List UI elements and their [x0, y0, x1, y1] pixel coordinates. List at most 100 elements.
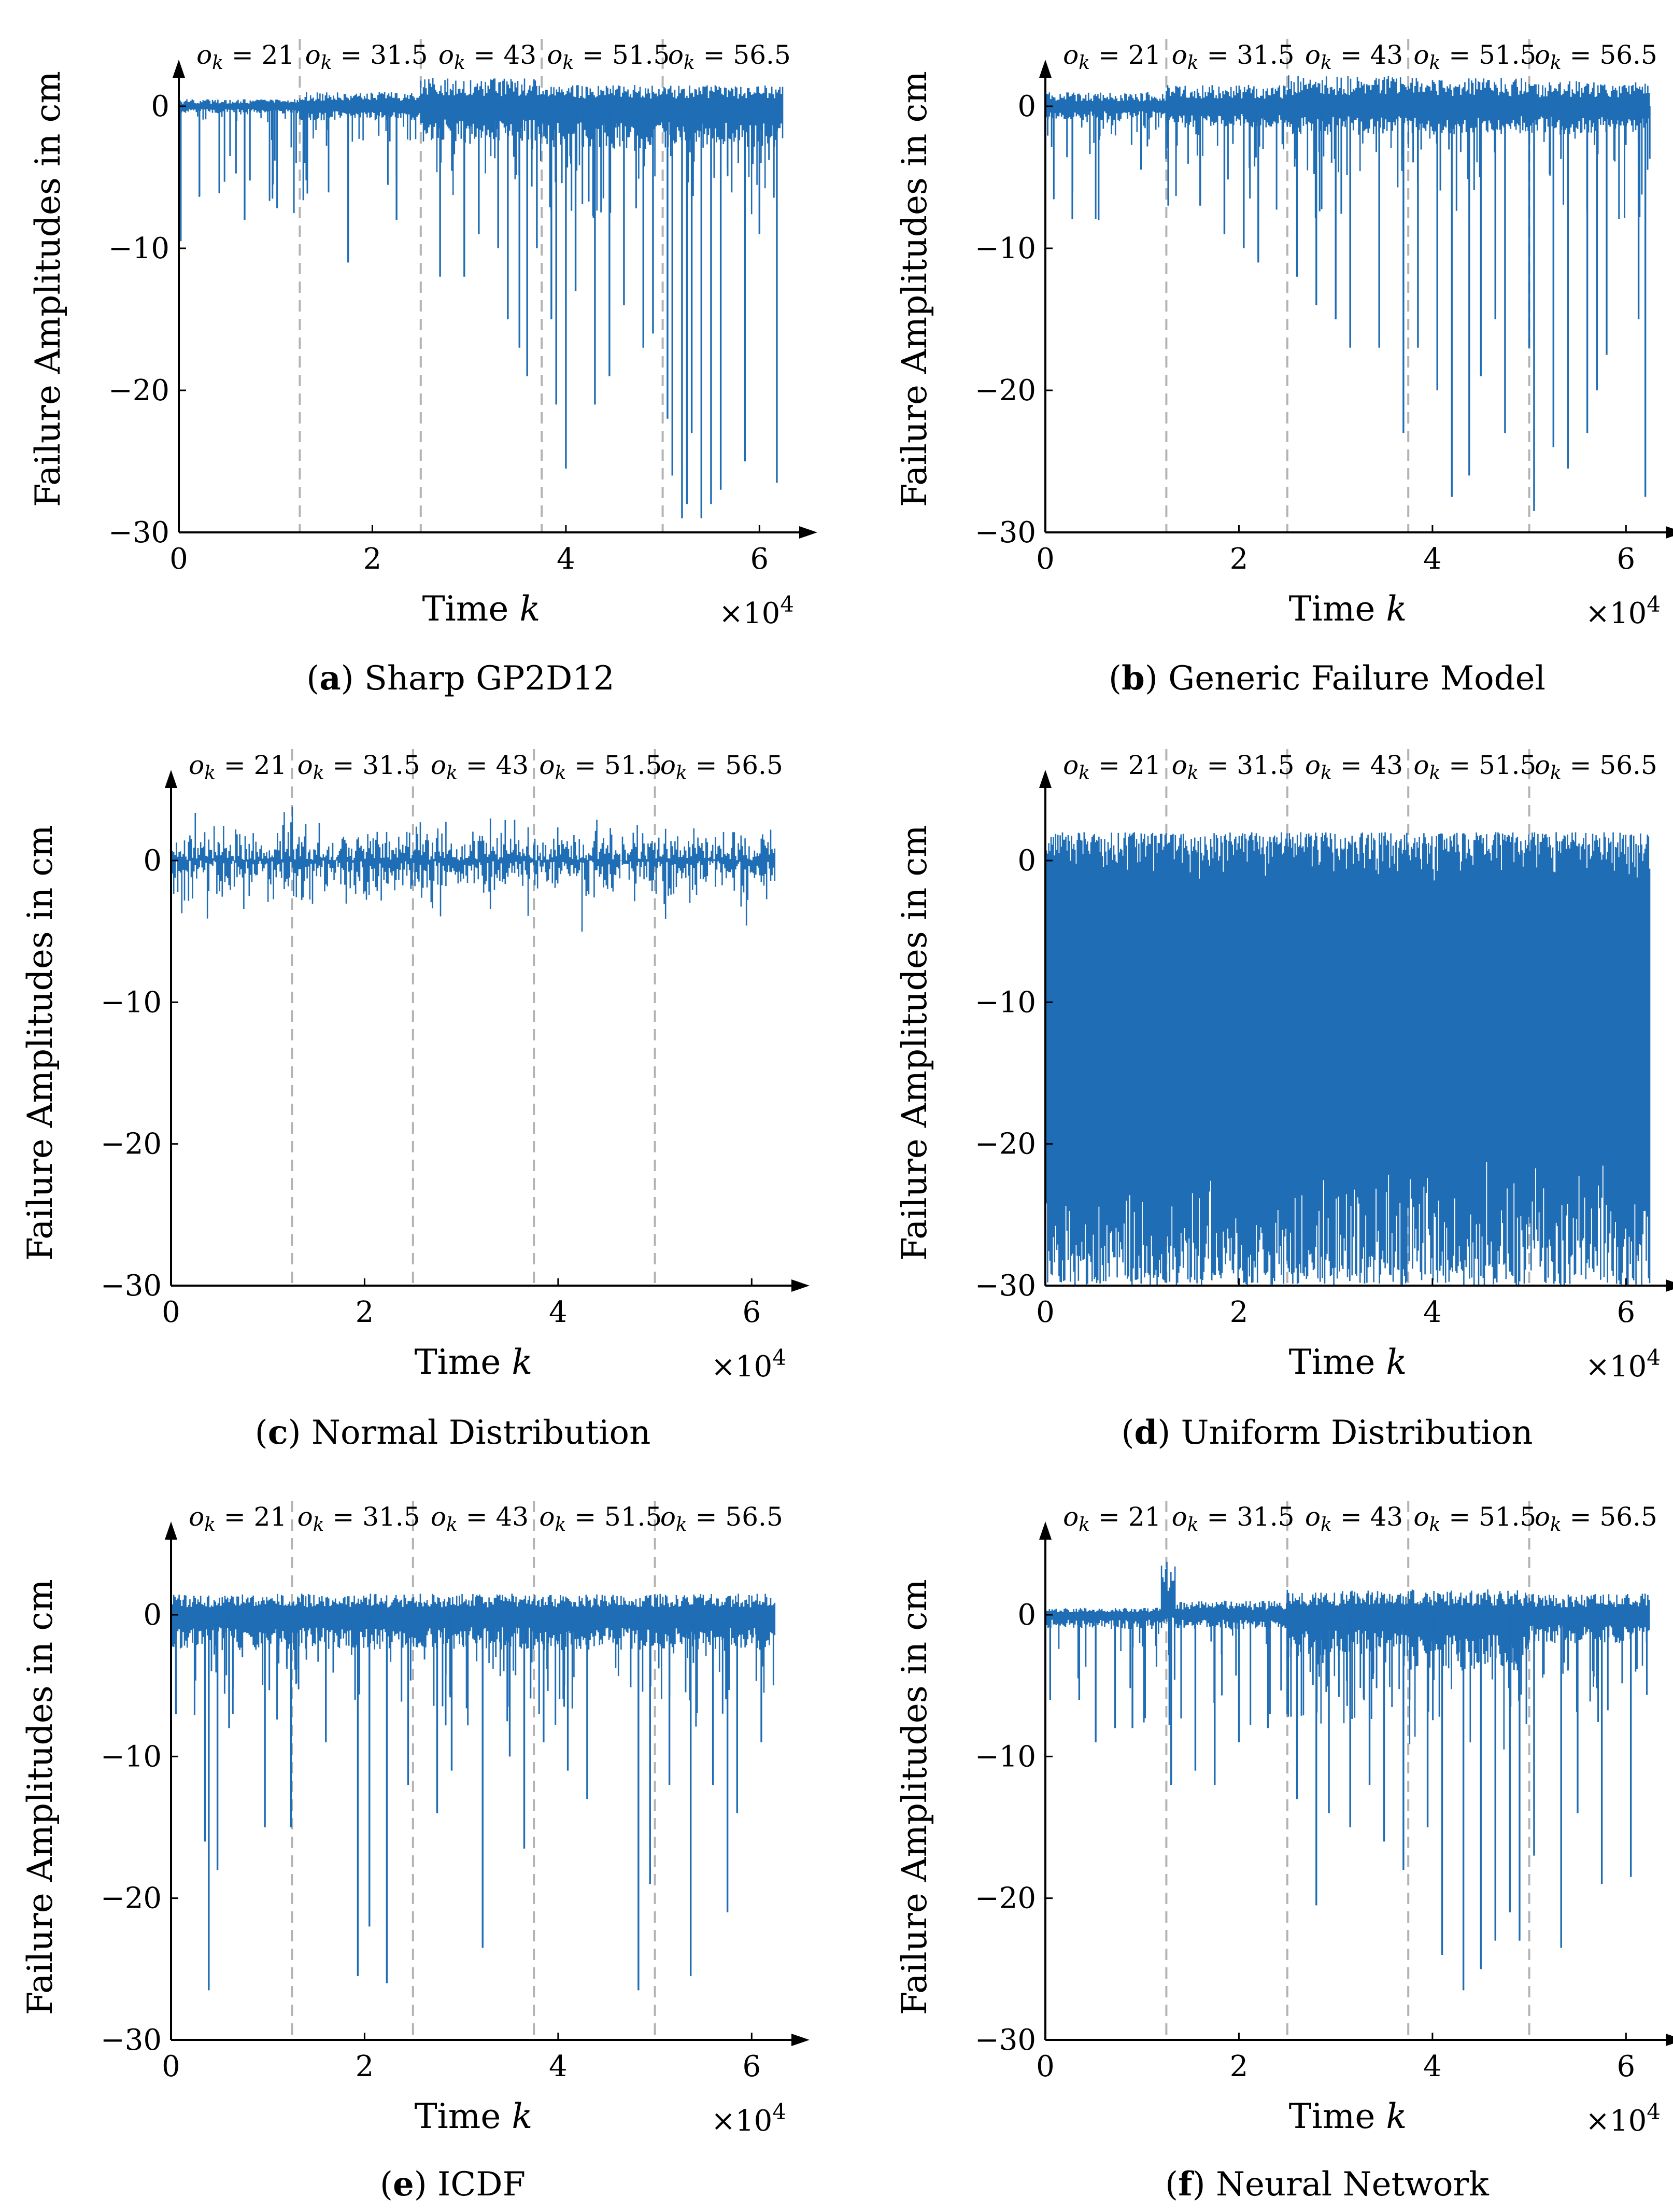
x-tick-label: 0	[1036, 542, 1055, 576]
y-tick-label: −10	[101, 1740, 162, 1773]
x-tick-label: 4	[549, 1295, 568, 1329]
y-tick-label: −30	[975, 1269, 1036, 1303]
x-tick-label: 4	[1423, 1295, 1442, 1329]
x-tick-label: 6	[1617, 1295, 1635, 1329]
x-tick-label: 2	[1230, 542, 1249, 576]
segment-label: ok = 56.5	[668, 40, 791, 74]
y-tick-label: −20	[101, 1882, 162, 1915]
x-axis-arrow	[1666, 1279, 1673, 1292]
panel-caption: (c) Normal Distribution	[255, 1413, 651, 1452]
x-axis-label: Time k	[422, 589, 541, 629]
segment-label: ok = 51.5	[1413, 750, 1536, 784]
segment-label: ok = 51.5	[539, 750, 662, 784]
x-tick-label: 2	[356, 2050, 374, 2083]
panel-caption: (f) Neural Network	[1165, 2165, 1490, 2204]
panel-caption: (a) Sharp GP2D12	[306, 659, 615, 698]
segment-label: ok = 21	[196, 40, 294, 74]
x-tick-label: 0	[1036, 2050, 1055, 2083]
x-tick-label: 2	[356, 1295, 374, 1329]
panel-caption: (e) ICDF	[380, 2165, 526, 2204]
x-tick-label: 6	[750, 542, 769, 576]
y-axis-label: Failure Amplitudes in cm	[20, 825, 60, 1261]
x-tick-label: 2	[363, 542, 382, 576]
y-tick-label: −10	[975, 985, 1036, 1019]
series-noise-band	[1044, 832, 1651, 1286]
y-tick-label: 0	[1017, 1598, 1036, 1632]
x-tick-label: 6	[1617, 2050, 1635, 2083]
segment-label: ok = 31.5	[1172, 750, 1295, 784]
panel-caption: (b) Generic Failure Model	[1109, 659, 1546, 698]
x-multiplier-label: ×104	[1585, 1345, 1661, 1384]
y-tick-label: −10	[101, 985, 162, 1019]
segment-label: ok = 43	[1305, 1502, 1403, 1535]
y-tick-label: 0	[143, 1598, 162, 1632]
x-axis-arrow	[791, 2034, 810, 2046]
x-axis-label: Time k	[1289, 2096, 1407, 2136]
x-tick-label: 0	[169, 542, 188, 576]
segment-label: ok = 21	[1063, 750, 1161, 784]
y-axis-label: Failure Amplitudes in cm	[28, 71, 68, 507]
segment-label: ok = 31.5	[297, 750, 420, 784]
segment-label: ok = 31.5	[1172, 1502, 1295, 1535]
segment-label: ok = 56.5	[1535, 40, 1657, 74]
y-tick-label: −30	[101, 2023, 162, 2057]
x-tick-label: 6	[1617, 542, 1635, 576]
series-noise-band	[170, 1594, 776, 1707]
segment-label: ok = 31.5	[305, 40, 428, 74]
y-tick-label: −30	[975, 516, 1036, 550]
x-tick-label: 0	[162, 2050, 180, 2083]
y-axis-arrow	[165, 770, 177, 788]
segment-label: ok = 56.5	[1535, 1502, 1657, 1535]
y-tick-label: 0	[1017, 90, 1036, 123]
y-tick-label: −30	[975, 2023, 1036, 2057]
segment-label: ok = 51.5	[547, 40, 670, 74]
y-axis-label: Failure Amplitudes in cm	[895, 71, 934, 507]
y-tick-label: −10	[975, 232, 1036, 265]
y-tick-label: −20	[975, 1128, 1036, 1161]
y-tick-label: 0	[151, 90, 169, 123]
segment-label: ok = 56.5	[1535, 750, 1657, 784]
x-tick-label: 4	[1423, 2050, 1442, 2083]
x-tick-label: 0	[162, 1295, 180, 1329]
x-axis-arrow	[799, 526, 817, 539]
x-multiplier-label: ×104	[711, 1345, 786, 1384]
series-minor-spikes	[199, 106, 775, 218]
segment-label: ok = 43	[431, 750, 529, 784]
x-axis-arrow	[1666, 2034, 1673, 2046]
segment-label: ok = 43	[1305, 750, 1403, 784]
series-noise-band	[170, 807, 776, 932]
segment-label: ok = 21	[189, 750, 287, 784]
segment-label: ok = 51.5	[1413, 40, 1536, 74]
x-axis-label: Time k	[1289, 589, 1407, 629]
x-axis-label: Time k	[415, 1342, 533, 1382]
y-axis-arrow	[1039, 1521, 1052, 1540]
x-tick-label: 6	[742, 1295, 761, 1329]
series-minor-spikes	[193, 1615, 757, 1727]
segment-label: ok = 43	[431, 1502, 529, 1535]
x-multiplier-label: ×104	[711, 2099, 786, 2138]
y-tick-label: 0	[143, 844, 162, 878]
y-tick-label: −10	[108, 232, 169, 265]
panel-caption: (d) Uniform Distribution	[1121, 1413, 1533, 1452]
x-axis-arrow	[1666, 526, 1673, 539]
y-tick-label: −20	[101, 1128, 162, 1161]
y-axis-arrow	[1039, 770, 1052, 788]
x-tick-label: 2	[1230, 2050, 1249, 2083]
x-tick-label: 6	[742, 2050, 761, 2083]
x-tick-label: 2	[1230, 1295, 1249, 1329]
y-tick-label: −30	[101, 1269, 162, 1303]
x-axis-label: Time k	[415, 2096, 533, 2136]
x-multiplier-label: ×104	[1585, 2099, 1661, 2138]
segment-label: ok = 31.5	[1172, 40, 1295, 74]
y-tick-label: −30	[108, 516, 169, 550]
series-minor-spikes	[1077, 1615, 1648, 1725]
segment-label: ok = 21	[189, 1502, 287, 1535]
segment-label: ok = 51.5	[1413, 1502, 1536, 1535]
y-tick-label: 0	[1017, 844, 1036, 878]
